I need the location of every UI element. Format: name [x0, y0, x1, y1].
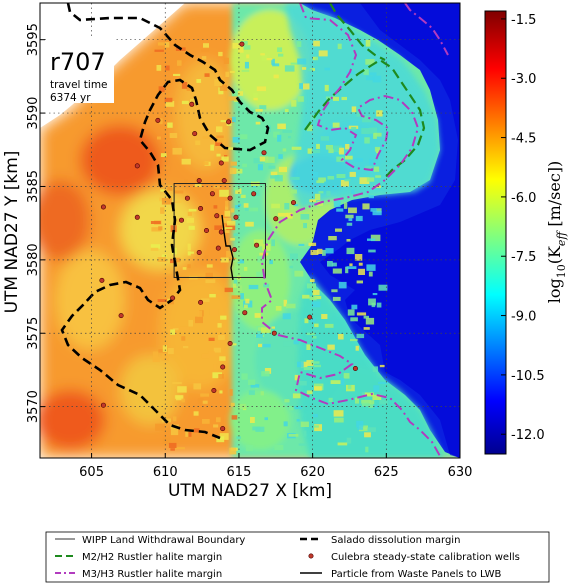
- calibration-well: [189, 101, 195, 107]
- annotation: r707 travel time 6374 yr: [46, 37, 114, 104]
- calibration-well: [215, 245, 221, 251]
- y-tick-label: 3580: [26, 243, 41, 276]
- calibration-well: [352, 365, 358, 371]
- y-tick-label: 3570: [26, 390, 41, 423]
- y-tick-label: 3595: [26, 23, 41, 56]
- calibration-well: [184, 195, 190, 201]
- map-field: [40, 3, 460, 458]
- colorbar-tick-label: -12.0: [511, 428, 545, 443]
- plot-frame: [39, 2, 461, 459]
- calibration-well: [100, 204, 106, 210]
- calibration-well: [134, 163, 140, 169]
- grid: [40, 3, 460, 458]
- m3h3-margin: [260, 3, 441, 457]
- calibration-well: [209, 191, 215, 197]
- calibration-well: [220, 426, 226, 432]
- calibration-well: [261, 150, 267, 156]
- calibration-well: [218, 229, 224, 235]
- particle-path: [221, 214, 234, 281]
- calibration-well: [218, 160, 224, 166]
- realization-label: r707: [50, 48, 106, 76]
- salado-margin: [60, 3, 270, 440]
- calibration-well: [211, 387, 217, 393]
- travel-time-label: travel time: [50, 79, 108, 91]
- colorbar-tick-label: -1.5: [511, 13, 536, 28]
- calibration-well: [233, 214, 239, 220]
- legend-item-wells: Culebra steady-state calibration wells: [331, 552, 520, 563]
- legend-item-particle: Particle from Waste Panels to LWB: [331, 569, 502, 580]
- colorbar-tick-label: -7.5: [511, 250, 536, 265]
- calibration-well: [221, 178, 227, 184]
- calibration-well: [100, 402, 106, 408]
- calibration-well: [307, 314, 313, 320]
- y-ticks: 3570 3575 3580 3585 3590 3595: [26, 23, 45, 423]
- wells-layer: [99, 41, 358, 432]
- colorbar-tick-label: -4.5: [511, 132, 536, 147]
- calibration-well: [179, 217, 185, 223]
- colorbar-tick-label: -6.0: [511, 191, 536, 206]
- calibration-well: [204, 228, 210, 234]
- x-tick-label: 605: [79, 465, 104, 480]
- calibration-well: [273, 216, 279, 222]
- calibration-well: [290, 200, 296, 206]
- calibration-well: [254, 242, 260, 248]
- calibration-well: [242, 310, 248, 316]
- x-tick-label: 625: [374, 465, 399, 480]
- colorbar-label: log10(Keff [m/sec]): [545, 161, 568, 304]
- calibration-well: [214, 213, 220, 219]
- colorbar-ticks: -1.5 -3.0 -4.5 -6.0 -7.5 -9.0 -10.5 -12.0: [501, 13, 545, 443]
- colorbar-tick-label: -3.0: [511, 72, 536, 87]
- colorbar-tick-label: -10.5: [511, 369, 545, 384]
- y-axis-label: UTM NAD27 Y [km]: [2, 151, 22, 314]
- x-tick-label: 620: [300, 465, 325, 480]
- colorbar: -1.5 -3.0 -4.5 -6.0 -7.5 -9.0 -10.5 -12.0 log10…: [484, 10, 568, 455]
- calibration-well: [220, 364, 226, 370]
- calibration-well: [99, 277, 105, 283]
- y-tick-label: 3585: [26, 170, 41, 203]
- colorbar-tick-label: -9.0: [511, 310, 536, 325]
- calibration-well: [227, 195, 233, 201]
- calibration-well: [134, 214, 140, 220]
- x-tick-label: 615: [227, 465, 252, 480]
- calibration-well: [227, 340, 233, 346]
- legend: WIPP Land Withdrawal Boundary M2/H2 Rust…: [45, 531, 550, 583]
- calibration-well: [239, 41, 245, 47]
- x-tick-label: 630: [448, 465, 473, 480]
- calibration-well: [196, 178, 202, 184]
- calibration-well: [251, 191, 257, 197]
- travel-time-value: 6374 yr: [50, 92, 91, 104]
- legend-item-wipp: WIPP Land Withdrawal Boundary: [82, 535, 245, 546]
- legend-item-m2h2: M2/H2 Rustler halite margin: [82, 552, 222, 563]
- y-tick-label: 3590: [26, 97, 41, 130]
- calibration-well: [271, 330, 277, 336]
- calibration-well: [226, 119, 232, 125]
- x-tick-label: 610: [153, 465, 178, 480]
- y-tick-label: 3575: [26, 317, 41, 350]
- x-axis-label: UTM NAD27 X [km]: [168, 481, 332, 501]
- calibration-well: [192, 131, 198, 137]
- legend-item-salado: Salado dissolution margin: [331, 535, 460, 546]
- x-ticks: 605 610 615 620 625 630: [79, 453, 472, 480]
- calibration-well: [196, 250, 202, 256]
- calibration-well: [118, 313, 124, 319]
- legend-item-m3h3: M3/H3 Rustler halite margin: [82, 569, 222, 580]
- calibration-well: [198, 206, 204, 212]
- calibration-well: [155, 117, 161, 123]
- calibration-well: [198, 299, 204, 305]
- calibration-well: [232, 247, 238, 253]
- calibration-well: [170, 295, 176, 301]
